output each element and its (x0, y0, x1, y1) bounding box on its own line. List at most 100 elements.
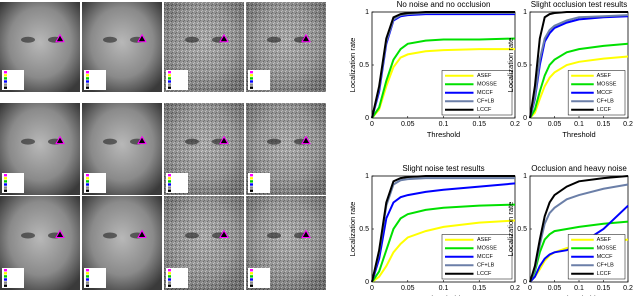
legend-swatch (86, 83, 89, 86)
series-line (529, 11, 628, 119)
legend-swatch (250, 275, 253, 278)
eye (103, 138, 117, 145)
legend-label: LCCF (597, 107, 612, 113)
series-line (371, 175, 515, 283)
x-axis-label: Threshold (427, 294, 460, 296)
legend-label: CF+LB (477, 263, 495, 269)
legend-swatch (4, 83, 7, 86)
legend-label: ASEF (477, 237, 492, 243)
legend-swatch (250, 189, 253, 192)
marker (137, 135, 147, 145)
series-line (529, 175, 629, 283)
x-tick-label: 0 (370, 121, 374, 128)
y-tick-label: 0.5 (517, 62, 527, 69)
legend-label: MCCF (477, 90, 494, 96)
y-tick-label: 1 (365, 9, 369, 16)
x-tick-label: 0.05 (401, 121, 415, 128)
legend-swatch (4, 275, 7, 278)
legend-swatch (250, 183, 253, 186)
x-tick-label: 0.1 (439, 121, 449, 128)
legend-swatch (86, 269, 89, 272)
legend-box (84, 268, 106, 288)
legend-swatch (250, 177, 253, 180)
legend-swatch (250, 77, 253, 80)
legend-label: LCCF (597, 271, 612, 277)
legend-label: ASEF (597, 73, 612, 79)
legend-swatch (86, 180, 89, 183)
legend-label: MOSSE (477, 246, 497, 252)
x-tick-label: 0.15 (597, 285, 611, 292)
chart: No noise and no occlusion Threshold Locali… (348, 0, 520, 139)
legend-label: ASEF (597, 237, 612, 243)
eye (21, 138, 35, 145)
legend-swatch (168, 183, 171, 186)
legend-swatch (86, 71, 89, 74)
legend-swatch (250, 186, 253, 189)
marker (219, 135, 229, 145)
x-tick-label: 0.05 (548, 121, 562, 128)
legend (441, 70, 513, 116)
series-line (529, 55, 629, 119)
y-tick-label: 0.5 (517, 226, 527, 233)
legend-swatch (4, 177, 7, 180)
x-tick-label: 0 (528, 285, 532, 292)
eye (185, 138, 199, 145)
legend-label: MOSSE (597, 246, 617, 252)
chart-title: Slight occlusion test results (531, 0, 628, 9)
legend-swatch (86, 177, 89, 180)
legend-swatch (4, 71, 7, 74)
legend-box (2, 268, 24, 288)
series-line (371, 219, 516, 283)
x-tick-label: 0.15 (472, 121, 486, 128)
marker (301, 229, 311, 238)
y-tick-label: 1 (523, 9, 527, 16)
legend-swatch (4, 80, 7, 83)
legend-swatch (4, 183, 7, 186)
legend-box (166, 70, 188, 90)
legend-swatch (250, 80, 253, 83)
legend-swatch (168, 177, 171, 180)
legend-swatch (168, 180, 171, 183)
legend-swatch (168, 272, 171, 275)
legend-swatch (4, 269, 7, 272)
y-tick-label: 0 (523, 115, 527, 122)
eye (21, 36, 35, 43)
legend-swatch (4, 189, 7, 192)
marker (55, 33, 65, 43)
legend-swatch (168, 80, 171, 83)
x-tick-label: 0.1 (439, 285, 449, 292)
eye (267, 232, 281, 239)
legend-swatch (86, 174, 89, 177)
series-line (371, 203, 516, 283)
legend-box (166, 268, 188, 288)
eye (267, 138, 281, 145)
legend-label: CF+LB (597, 99, 615, 105)
legend-label: MCCF (597, 254, 614, 260)
legend-swatch (86, 186, 89, 189)
legend-swatch (86, 183, 89, 186)
y-axis-label: Localization rate (348, 38, 357, 93)
y-tick-label: 0.5 (359, 62, 369, 69)
series-line (529, 14, 629, 119)
legend-swatch (86, 86, 89, 89)
legend-swatch (86, 189, 89, 192)
series-line (371, 182, 516, 283)
legend-swatch (250, 174, 253, 177)
legend-swatch (250, 83, 253, 86)
legend-swatch (168, 284, 171, 287)
legend-swatch (168, 278, 171, 281)
legend-box (248, 70, 270, 90)
y-tick-label: 0 (523, 279, 527, 286)
chart: Slight occlusion test results Threshold Lo… (506, 0, 633, 139)
legend-label: MOSSE (597, 82, 617, 88)
x-tick-label: 0.15 (472, 285, 486, 292)
legend-swatch (168, 275, 171, 278)
legend-swatch (250, 74, 253, 77)
series-line (371, 11, 515, 119)
x-tick-label: 0.05 (548, 285, 562, 292)
y-axis-label: Localization rate (506, 38, 515, 93)
marker (55, 229, 65, 238)
eye (185, 232, 199, 239)
legend-swatch (250, 284, 253, 287)
eye (103, 36, 117, 43)
